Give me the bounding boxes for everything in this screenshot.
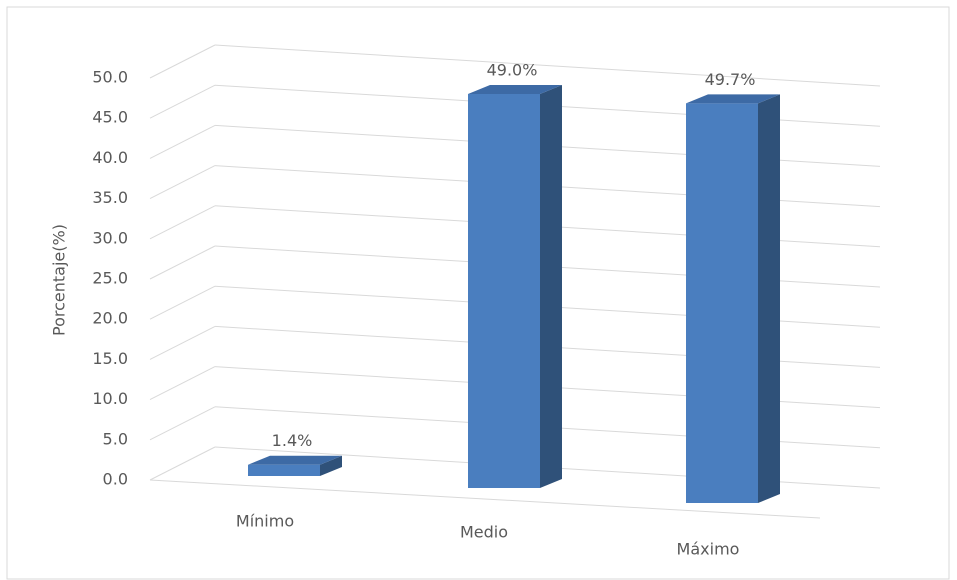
bar-front xyxy=(248,464,320,476)
x-tick-label: Mínimo xyxy=(236,512,294,531)
grid-line xyxy=(149,325,216,360)
bar-top xyxy=(468,85,562,95)
grid-line xyxy=(149,205,216,240)
bar xyxy=(468,85,562,488)
value-label: 49.7% xyxy=(705,70,756,89)
grid-line xyxy=(149,84,216,119)
bar-top xyxy=(686,94,780,104)
y-tick-label: 0.0 xyxy=(103,470,128,489)
y-tick-label: 45.0 xyxy=(92,108,128,127)
y-tick-label: 25.0 xyxy=(92,269,128,288)
bar-side xyxy=(540,85,562,488)
y-tick-label: 40.0 xyxy=(92,148,128,167)
bar-front xyxy=(686,103,758,504)
grid-line xyxy=(214,44,881,87)
y-tick-label: 15.0 xyxy=(92,349,128,368)
grid-line xyxy=(149,124,216,159)
grid-line xyxy=(149,44,216,79)
y-axis-label: Porcentaje(%) xyxy=(50,224,69,336)
bar-side xyxy=(758,94,780,504)
grid-line xyxy=(149,285,216,320)
value-label: 1.4% xyxy=(272,431,313,450)
bar xyxy=(686,94,780,504)
value-label: 49.0% xyxy=(487,61,538,80)
y-tick-label: 5.0 xyxy=(103,429,128,448)
grid-line xyxy=(149,366,216,401)
x-tick-label: Máximo xyxy=(677,540,740,559)
y-tick-label: 35.0 xyxy=(92,188,128,207)
bar xyxy=(248,455,342,476)
y-tick-label: 30.0 xyxy=(92,228,128,247)
grid-line xyxy=(149,406,216,441)
y-tick-label: 50.0 xyxy=(92,68,128,87)
bar-front xyxy=(468,94,540,488)
grid-line xyxy=(149,446,216,481)
floor-edge xyxy=(149,479,821,519)
bar-top xyxy=(248,455,342,465)
grid-line xyxy=(149,245,216,280)
y-tick-label: 10.0 xyxy=(92,389,128,408)
bar-side xyxy=(320,455,342,476)
x-tick-label: Medio xyxy=(460,523,508,542)
y-tick-label: 20.0 xyxy=(92,309,128,328)
grid-line xyxy=(149,165,216,200)
